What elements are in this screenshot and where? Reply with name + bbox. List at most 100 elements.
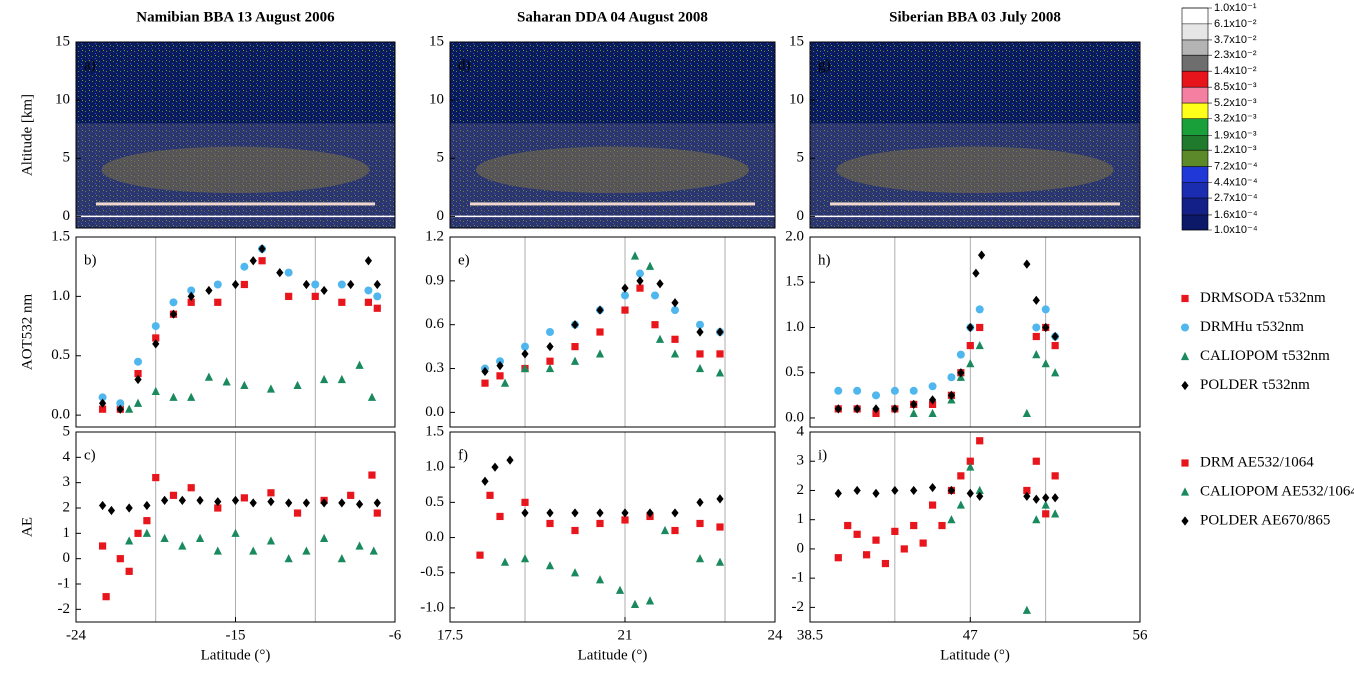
marker: [521, 342, 529, 351]
marker: [311, 280, 320, 289]
colorbar-label: 7.2x10⁻⁴: [1214, 160, 1258, 172]
marker: [546, 328, 554, 336]
marker: [670, 349, 680, 358]
marker: [671, 526, 679, 535]
marker: [213, 546, 222, 555]
marker: [571, 526, 579, 535]
surface-line: [470, 202, 755, 206]
marker: [521, 508, 529, 518]
marker: [258, 257, 266, 265]
marker: [938, 521, 946, 530]
marker: [1032, 332, 1040, 341]
marker: [881, 559, 890, 568]
y-tick-label: -1: [792, 570, 805, 586]
marker: [134, 357, 143, 366]
colorbar-label: 1.2x10⁻³: [1214, 144, 1257, 156]
y-tick-label: 0.0: [425, 529, 444, 545]
legend-marker: [1181, 380, 1189, 391]
marker: [369, 546, 378, 555]
series: [98, 257, 381, 413]
series: [481, 455, 724, 518]
marker: [500, 557, 510, 566]
marker: [947, 485, 956, 496]
marker: [545, 363, 555, 373]
marker: [615, 585, 625, 594]
series: [834, 323, 1059, 418]
colorbar-label: 5.2x10⁻³: [1214, 97, 1257, 109]
marker: [570, 568, 580, 577]
y-tick-label: -1.0: [420, 599, 444, 615]
marker: [928, 395, 937, 405]
marker: [891, 404, 899, 414]
series: [98, 471, 381, 601]
plot-frame: [75, 41, 396, 229]
legend-label: DRM AE532/1064: [1200, 454, 1314, 470]
color-swatch: [1182, 8, 1208, 24]
panel-label: c): [84, 447, 96, 463]
y-tick-label: 0.3: [425, 360, 444, 376]
marker: [546, 508, 554, 518]
y-tick-label: 1.5: [51, 228, 70, 244]
marker: [213, 280, 222, 289]
marker: [302, 546, 311, 555]
x-axis-label: Latitude (°): [940, 647, 1010, 663]
plot-frame: [809, 236, 1141, 428]
marker: [231, 495, 240, 505]
marker: [630, 251, 640, 260]
marker: [546, 519, 554, 528]
marker: [355, 499, 364, 509]
marker: [571, 508, 579, 518]
y-tick-label: 2: [797, 482, 805, 498]
marker: [520, 554, 530, 563]
legend-label: CALIOPOM AE532/1064: [1200, 483, 1354, 499]
marker: [302, 279, 310, 290]
marker: [102, 593, 110, 601]
marker: [891, 527, 899, 535]
marker: [621, 291, 629, 300]
colorbar-label: 2.7x10⁻⁴: [1214, 192, 1258, 204]
marker: [596, 328, 604, 336]
marker: [338, 498, 346, 508]
series: [98, 244, 381, 414]
marker: [671, 508, 679, 518]
marker: [928, 408, 937, 418]
x-axis-label: Latitude (°): [578, 647, 648, 663]
marker: [151, 322, 160, 331]
marker: [862, 551, 871, 559]
marker: [373, 292, 382, 301]
marker: [1032, 295, 1040, 305]
marker: [853, 386, 862, 395]
marker: [98, 500, 107, 511]
marker: [373, 498, 381, 508]
marker: [910, 399, 918, 409]
y-tick-label: -1: [58, 575, 71, 591]
marker: [320, 533, 329, 542]
marker: [1051, 331, 1059, 342]
y-tick-label: 2: [63, 499, 71, 515]
marker: [636, 269, 644, 278]
marker: [169, 309, 178, 319]
marker: [972, 268, 980, 278]
lidar-lower: [810, 123, 1140, 228]
y-tick-label: 1: [63, 525, 71, 541]
marker: [853, 404, 861, 414]
marker: [214, 298, 222, 306]
panel-label: b): [84, 252, 97, 268]
marker: [695, 554, 705, 563]
marker: [716, 494, 724, 504]
marker: [834, 386, 843, 395]
plot-frame: [809, 41, 1141, 229]
panel-title: Siberian BBA 03 July 2008: [889, 9, 1061, 25]
aerosol-layer: [836, 146, 1114, 194]
x-tick-label: 47: [963, 627, 979, 643]
legend-marker: [1180, 487, 1190, 496]
marker: [976, 437, 984, 445]
marker: [1041, 359, 1050, 368]
marker: [320, 498, 328, 508]
surface-line: [96, 202, 375, 206]
marker: [957, 368, 965, 378]
marker: [956, 500, 965, 509]
marker: [696, 497, 704, 507]
marker: [320, 285, 328, 296]
y-tick-label: 0.5: [785, 364, 804, 380]
